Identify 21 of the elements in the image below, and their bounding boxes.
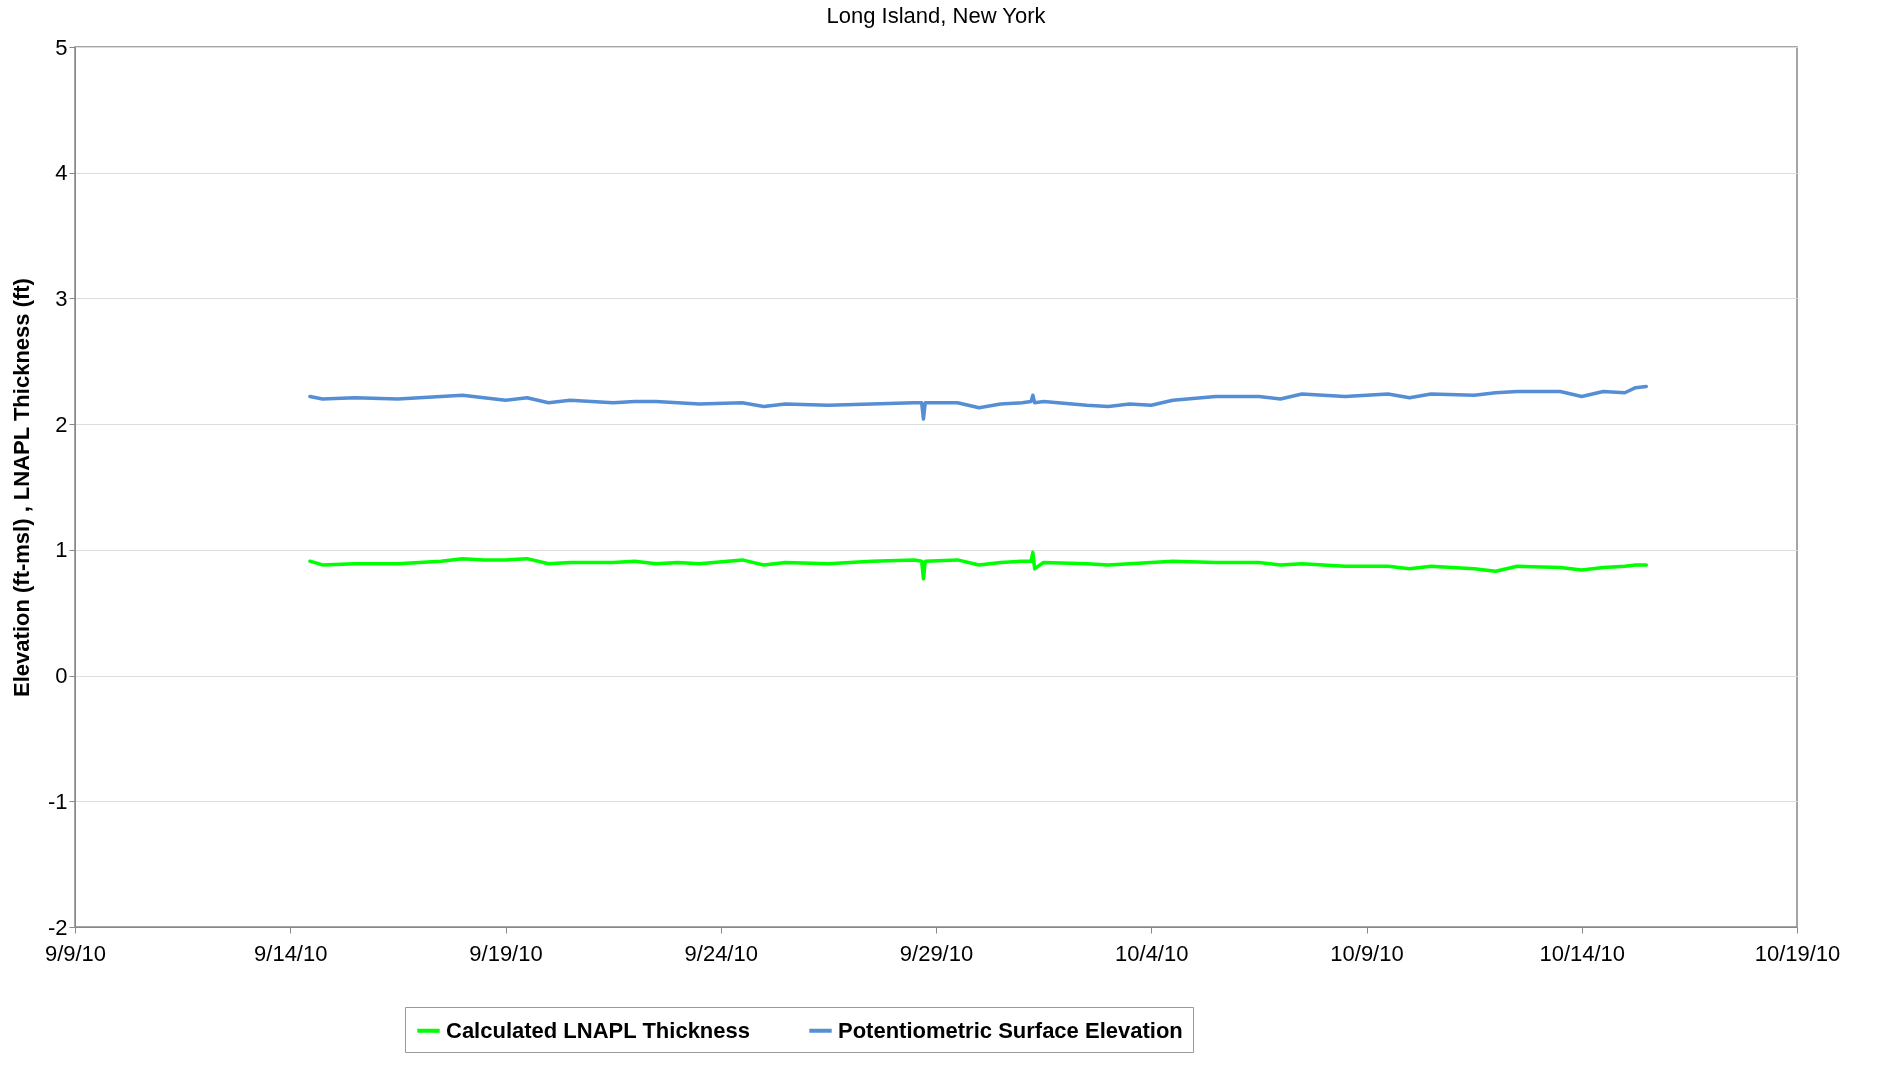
legend-label: Potentiometric Surface Elevation — [838, 1017, 1183, 1043]
x-tick-label: 9/9/10 — [44, 940, 107, 966]
chart-title: Long Island, New York — [826, 3, 1047, 28]
x-tick-label: 10/14/10 — [1539, 940, 1626, 966]
x-tick-label: 9/19/10 — [469, 940, 543, 966]
x-tick-label: 10/4/10 — [1115, 940, 1189, 966]
x-tick-label: 9/29/10 — [899, 940, 974, 966]
legend-label: Calculated LNAPL Thickness — [446, 1017, 751, 1043]
y-tick-label: 0 — [55, 663, 68, 689]
y-tick-label: 2 — [55, 411, 68, 437]
x-tick-label: 9/24/10 — [684, 940, 758, 966]
y-tick-label: 1 — [55, 537, 68, 563]
y-tick-label: -1 — [47, 788, 68, 814]
x-tick-label: 10/9/10 — [1330, 940, 1404, 966]
x-tick-label: 9/14/10 — [254, 940, 328, 966]
y-tick-label: 3 — [55, 285, 68, 311]
y-axis-title: Elevation (ft-msl) , LNAPL Thickness (ft) — [8, 278, 34, 697]
y-tick-label: 5 — [55, 34, 68, 60]
x-tick-label: 10/19/10 — [1754, 940, 1841, 966]
y-tick-label: -2 — [47, 914, 68, 940]
y-tick-label: 4 — [55, 160, 68, 186]
